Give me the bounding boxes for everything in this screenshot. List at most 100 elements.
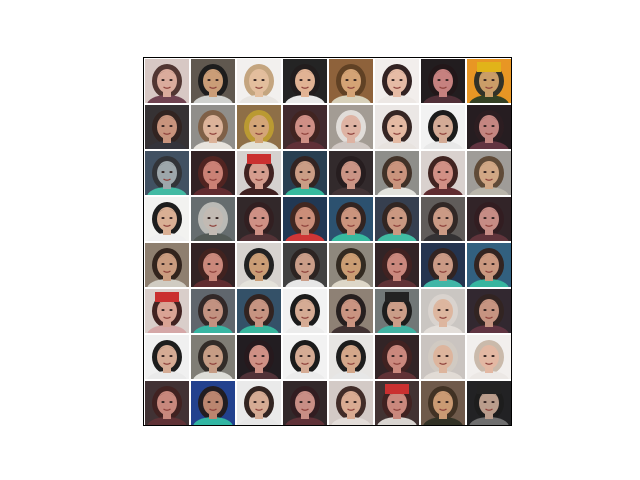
shirt-shape	[331, 279, 371, 287]
tile-sheen	[329, 289, 373, 333]
right-eye-shape	[399, 401, 403, 403]
left-eye-shape	[437, 217, 441, 219]
face-tile	[191, 381, 235, 425]
tile-sheen	[237, 243, 281, 287]
face-thumbnail-image	[375, 197, 419, 241]
shirt-shape	[331, 187, 371, 195]
left-eye-shape	[207, 79, 211, 81]
face-thumbnail-image	[329, 381, 373, 425]
tile-sheen	[191, 105, 235, 149]
mouth-shape	[255, 178, 263, 181]
shirt-shape	[377, 95, 417, 103]
mouth-shape	[209, 132, 217, 135]
shirt-shape	[377, 233, 417, 241]
face-tile	[145, 381, 189, 425]
face-tile	[191, 335, 235, 379]
tile-sheen	[283, 151, 327, 195]
mouth-shape	[439, 132, 447, 135]
left-eye-shape	[391, 309, 395, 311]
face-thumbnail-image	[237, 335, 281, 379]
face-tile	[375, 105, 419, 149]
tile-sheen	[421, 59, 465, 103]
face-tile	[375, 197, 419, 241]
tile-sheen	[467, 243, 511, 287]
face-tile	[283, 59, 327, 103]
hair-fringe-shape	[478, 71, 500, 77]
mouth-shape	[439, 316, 447, 319]
right-eye-shape	[215, 355, 219, 357]
shirt-shape	[423, 187, 463, 195]
hair-fringe-shape	[156, 347, 178, 353]
face-shape	[479, 69, 499, 93]
mouth-shape	[209, 316, 217, 319]
face-tile	[145, 289, 189, 333]
shirt-shape	[377, 325, 417, 333]
tile-sheen	[283, 243, 327, 287]
left-eye-shape	[345, 263, 349, 265]
face-tile	[375, 243, 419, 287]
left-eye-shape	[345, 171, 349, 173]
mouth-shape	[439, 270, 447, 273]
shirt-shape	[285, 233, 325, 241]
tile-sheen	[145, 105, 189, 149]
face-thumbnail-image	[237, 59, 281, 103]
shirt-shape	[193, 95, 233, 103]
face-shape	[157, 299, 177, 323]
mouth-shape	[209, 408, 217, 411]
shirt-shape	[239, 371, 279, 379]
right-eye-shape	[307, 309, 311, 311]
tile-sheen	[283, 335, 327, 379]
mouth-shape	[347, 132, 355, 135]
right-eye-shape	[261, 171, 265, 173]
shirt-shape	[193, 141, 233, 149]
right-eye-shape	[491, 79, 495, 81]
face-tile	[421, 381, 465, 425]
hair-fringe-shape	[294, 347, 316, 353]
mouth-shape	[485, 408, 493, 411]
left-eye-shape	[299, 309, 303, 311]
left-eye-shape	[345, 217, 349, 219]
face-thumbnail-image	[283, 335, 327, 379]
face-tile	[467, 151, 511, 195]
mouth-shape	[163, 362, 171, 365]
left-eye-shape	[345, 401, 349, 403]
right-eye-shape	[399, 79, 403, 81]
face-tile	[191, 197, 235, 241]
shirt-shape	[239, 141, 279, 149]
hair-fringe-shape	[432, 393, 454, 399]
face-tile	[283, 105, 327, 149]
face-thumbnail-image	[375, 289, 419, 333]
left-eye-shape	[483, 171, 487, 173]
right-eye-shape	[169, 125, 173, 127]
left-eye-shape	[299, 217, 303, 219]
tile-sheen	[237, 151, 281, 195]
face-shape	[295, 207, 315, 231]
hair-fringe-shape	[386, 393, 408, 399]
face-thumbnail-image	[421, 243, 465, 287]
tile-sheen	[191, 59, 235, 103]
face-shape	[157, 161, 177, 185]
tile-sheen	[283, 381, 327, 425]
face-shape	[341, 161, 361, 185]
face-thumbnail-image	[237, 243, 281, 287]
mouth-shape	[439, 408, 447, 411]
shirt-shape	[469, 417, 509, 425]
face-thumbnail-image	[283, 151, 327, 195]
shirt-shape	[469, 95, 509, 103]
hair-fringe-shape	[294, 393, 316, 399]
face-thumbnail-image	[375, 105, 419, 149]
face-shape	[203, 345, 223, 369]
tile-sheen	[237, 335, 281, 379]
tile-sheen	[467, 59, 511, 103]
hair-fringe-shape	[202, 347, 224, 353]
tile-sheen	[283, 197, 327, 241]
hair-fringe-shape	[478, 255, 500, 261]
face-thumbnail-image	[191, 289, 235, 333]
face-tile	[283, 151, 327, 195]
face-tile	[191, 59, 235, 103]
hair-fringe-shape	[248, 71, 270, 77]
hair-fringe-shape	[340, 209, 362, 215]
mouth-shape	[209, 224, 217, 227]
face-tile	[467, 59, 511, 103]
face-shape	[249, 391, 269, 415]
